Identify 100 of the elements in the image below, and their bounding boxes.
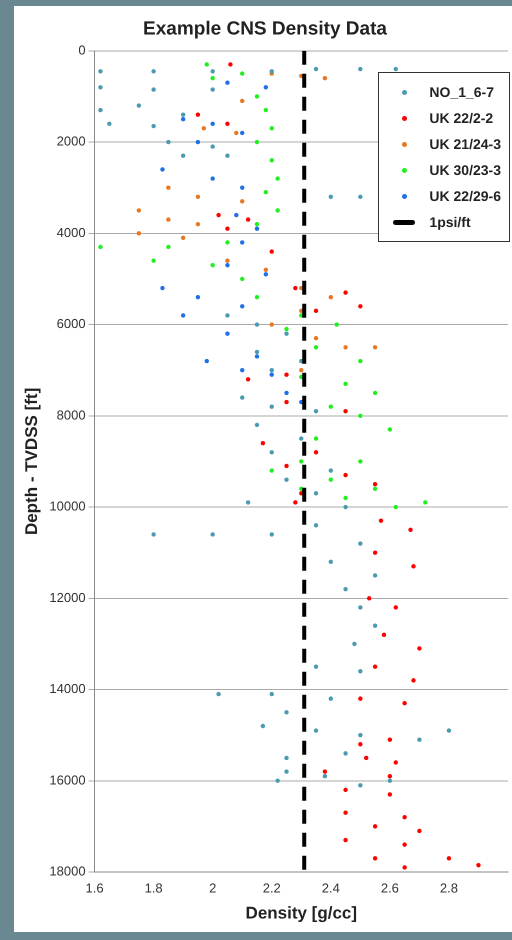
point — [343, 409, 348, 414]
point — [372, 482, 378, 486]
point — [254, 294, 260, 300]
point — [372, 486, 378, 491]
point — [264, 85, 268, 90]
point — [166, 244, 171, 250]
point — [372, 664, 378, 669]
point — [204, 62, 209, 67]
point — [240, 98, 244, 104]
point — [411, 678, 416, 683]
point — [402, 865, 407, 870]
point — [299, 459, 304, 464]
point — [402, 815, 407, 820]
point — [264, 272, 268, 277]
x-tick-label: 2.6 — [380, 880, 399, 896]
point — [394, 504, 398, 510]
point — [225, 80, 230, 85]
point — [210, 176, 215, 181]
y-tick-label: 14000 — [49, 681, 86, 696]
point — [234, 130, 239, 136]
point — [210, 122, 215, 126]
point — [216, 212, 221, 218]
point — [275, 208, 280, 213]
x-tick-label: 2.4 — [322, 880, 340, 896]
point — [328, 477, 334, 482]
point — [343, 496, 348, 500]
point — [254, 140, 260, 144]
point — [240, 304, 244, 308]
point — [364, 756, 368, 760]
point — [151, 258, 156, 263]
point — [476, 862, 481, 868]
point — [225, 226, 230, 231]
point — [270, 126, 274, 131]
point — [378, 518, 384, 523]
legend-label: NO_1_6-7 — [429, 84, 494, 100]
point — [343, 382, 348, 386]
point — [284, 400, 289, 404]
point — [254, 94, 260, 99]
point — [314, 450, 318, 454]
point — [299, 368, 304, 372]
point — [270, 468, 274, 473]
point — [225, 331, 230, 336]
point — [343, 838, 348, 842]
y-tick-label: 4000 — [56, 224, 86, 240]
x-tick-label: 2.8 — [440, 880, 458, 896]
point — [270, 249, 274, 254]
point — [240, 185, 244, 190]
point — [136, 231, 142, 236]
point — [196, 112, 200, 117]
point — [358, 414, 363, 418]
y-tick-label: 16000 — [49, 772, 86, 788]
point — [240, 368, 244, 372]
point — [264, 268, 268, 272]
point — [180, 236, 186, 240]
point — [270, 372, 274, 377]
point — [98, 244, 103, 250]
point — [240, 240, 244, 245]
point — [293, 286, 298, 290]
point — [284, 372, 289, 377]
point — [382, 632, 386, 637]
point — [423, 500, 428, 505]
chart-title: Example CNS Density Data — [143, 18, 388, 40]
point — [166, 217, 171, 222]
point — [322, 76, 328, 80]
point — [196, 140, 200, 144]
legend-label: UK 30/23-3 — [429, 162, 501, 178]
point — [343, 472, 348, 478]
x-tick-label: 1.8 — [144, 880, 163, 896]
point — [270, 322, 274, 327]
point — [372, 550, 378, 555]
point — [358, 304, 363, 308]
point — [225, 122, 230, 126]
point — [408, 528, 413, 532]
point — [388, 737, 392, 742]
point — [293, 500, 298, 505]
point — [225, 258, 230, 263]
y-tick-label: 10000 — [49, 498, 86, 514]
y-tick-label: 12000 — [49, 590, 86, 605]
point — [180, 117, 186, 122]
point — [343, 290, 348, 295]
y-tick-label: 2000 — [56, 134, 86, 149]
point — [264, 190, 268, 194]
point — [284, 326, 289, 332]
point — [394, 760, 398, 765]
point — [180, 313, 186, 318]
y-tick-label: 18000 — [49, 864, 86, 879]
x-tick-label: 1.6 — [86, 880, 104, 896]
point — [367, 596, 372, 600]
point — [402, 842, 407, 847]
point — [358, 742, 363, 746]
point — [204, 358, 209, 364]
point — [328, 404, 334, 409]
legend-label: UK 22/29-6 — [429, 188, 501, 204]
point — [417, 646, 422, 651]
x-axis-title: Density [g/cc] — [246, 903, 358, 922]
point — [388, 427, 392, 432]
y-tick-label: 6000 — [56, 316, 86, 332]
point — [343, 810, 348, 815]
point — [322, 769, 328, 774]
point — [284, 390, 289, 396]
